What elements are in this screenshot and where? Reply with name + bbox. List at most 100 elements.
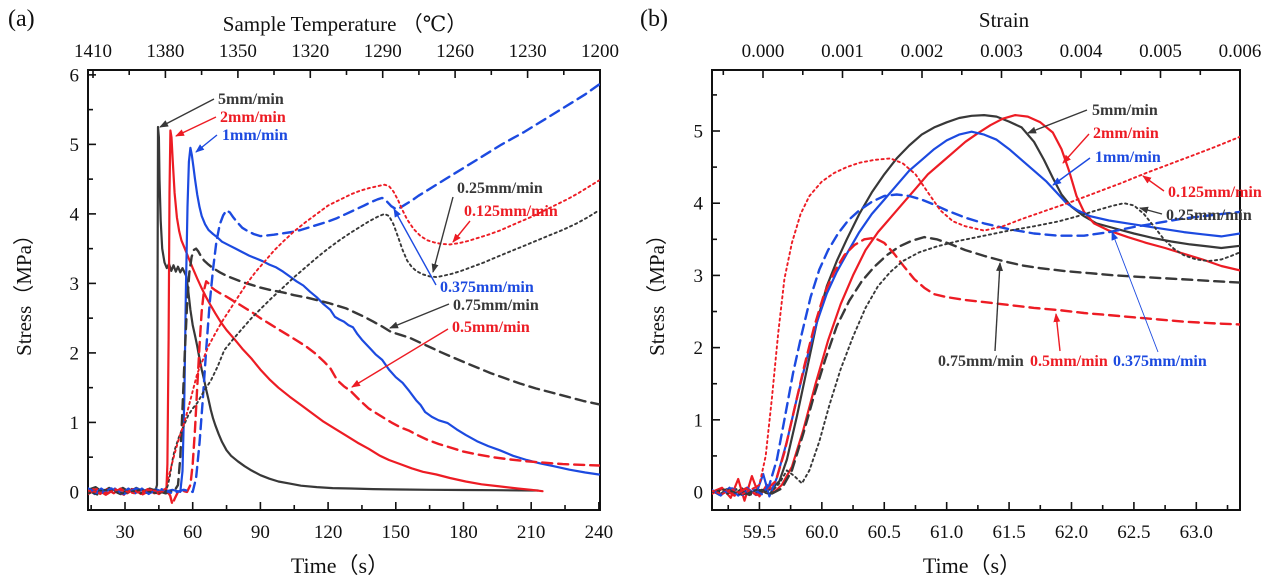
panel-b: (b) Strain Time（s） Stress（MPa） 59.5 60.0 6… bbox=[634, 0, 1268, 579]
series-0-75mm-min bbox=[88, 247, 600, 496]
annotation-arrow bbox=[1052, 157, 1091, 186]
series-0-375mm-min bbox=[712, 193, 1240, 497]
ticks bbox=[88, 70, 601, 510]
y-tick-label: 3 bbox=[694, 266, 704, 287]
x-tick-label: 240 bbox=[585, 522, 614, 543]
annotation-arrow bbox=[1062, 133, 1090, 164]
panel-letter-b: (b) bbox=[640, 6, 668, 32]
top-tick-label: 0.000 bbox=[742, 41, 785, 62]
top-tick-label: 0.003 bbox=[980, 41, 1023, 62]
y-tick-label: 5 bbox=[70, 135, 80, 156]
annotation-label: 0.5mm/min bbox=[1030, 353, 1108, 370]
series-5mm-min bbox=[712, 114, 1240, 496]
x-axis-title-a: Time（s） bbox=[290, 553, 390, 578]
series-0-5mm-min bbox=[712, 236, 1240, 497]
y-tick-label: 6 bbox=[70, 65, 80, 86]
top-tick-label: 0.001 bbox=[821, 41, 864, 62]
top-tick-label: 1260 bbox=[436, 41, 474, 62]
top-tick-label: 0.006 bbox=[1219, 41, 1262, 62]
top-tick-label: 0.005 bbox=[1139, 41, 1182, 62]
y-tick-label: 5 bbox=[694, 122, 704, 143]
y-tick-label: 3 bbox=[70, 274, 80, 295]
annotation-label: 0.125mm/min bbox=[1168, 184, 1262, 201]
top-axis-title-b: Strain bbox=[978, 8, 1030, 32]
tick-labels: 30 60 90 120 150 180 210 240 0 1 2 3 4 5 6 1410 1380 1350… bbox=[70, 41, 620, 543]
annotation-label: 0.75mm/min bbox=[938, 353, 1024, 370]
top-tick-label: 0.004 bbox=[1060, 41, 1103, 62]
x-tick-label: 90 bbox=[251, 522, 270, 543]
x-tick-label: 62.5 bbox=[1117, 522, 1150, 543]
annotation-arrow bbox=[389, 303, 450, 329]
top-tick-label: 1200 bbox=[581, 41, 619, 62]
annotation-arrow bbox=[452, 220, 471, 243]
annotation-arrow bbox=[1139, 206, 1163, 215]
x-tick-label: 59.5 bbox=[743, 522, 776, 543]
panel-letter-a: (a) bbox=[8, 6, 35, 32]
annotation-label: 0.375mm/min bbox=[440, 279, 534, 296]
annotation-arrow bbox=[175, 116, 217, 137]
x-axis-title-b: Time（s） bbox=[922, 553, 1022, 578]
panel-a: (a) Sample Temperature （℃） Time（s） Stres… bbox=[0, 0, 634, 579]
top-axis-title-a: Sample Temperature （℃） bbox=[222, 12, 468, 36]
y-tick-label: 4 bbox=[70, 204, 80, 225]
x-tick-label: 180 bbox=[449, 522, 478, 543]
annotation-arrow bbox=[1027, 109, 1088, 134]
annotation-label: 0.25mm/min bbox=[457, 180, 543, 197]
plot-frame bbox=[711, 69, 1241, 511]
annotation-arrow bbox=[1111, 231, 1159, 353]
top-tick-label: 1290 bbox=[364, 41, 402, 62]
annotation-label: 0.5mm/min bbox=[452, 319, 530, 336]
series-0-5mm-min bbox=[88, 280, 600, 506]
x-tick-label: 61.5 bbox=[992, 522, 1025, 543]
tick-labels: 59.5 60.0 60.5 61.0 61.5 62.0 62.5 63.0 0 1 2 3 4 5 0.… bbox=[694, 41, 1262, 543]
annotation-arrow bbox=[994, 262, 1004, 352]
annotation-arrow bbox=[1053, 313, 1061, 352]
curves bbox=[88, 83, 600, 506]
annotation-label: 1mm/min bbox=[1095, 149, 1161, 166]
top-tick-label: 1230 bbox=[509, 41, 547, 62]
series-0-375mm-min bbox=[88, 83, 600, 496]
x-tick-label: 61.0 bbox=[930, 522, 963, 543]
top-tick-label: 0.002 bbox=[901, 41, 944, 62]
x-tick-label: 30 bbox=[116, 522, 135, 543]
annotation-label: 0.375mm/min bbox=[1113, 353, 1207, 370]
plot-area-b: 59.5 60.0 60.5 61.0 61.5 62.0 62.5 63.0 0 1 2 3 4 5 0.… bbox=[694, 41, 1262, 543]
annotation-label: 5mm/min bbox=[218, 91, 284, 108]
y-tick-label: 1 bbox=[70, 413, 80, 434]
x-tick-label: 63.0 bbox=[1180, 522, 1213, 543]
annotation-arrow bbox=[393, 208, 437, 286]
top-tick-label: 1320 bbox=[291, 41, 329, 62]
series-0-25mm-min bbox=[712, 202, 1240, 496]
plot-frame bbox=[87, 69, 601, 511]
x-tick-label: 60 bbox=[183, 522, 202, 543]
series-0-125mm-min bbox=[88, 179, 600, 495]
annotation-arrow bbox=[1142, 175, 1165, 192]
top-tick-label: 1350 bbox=[219, 41, 257, 62]
plot-area-a: 30 60 90 120 150 180 210 240 0 1 2 3 4 5 6 1410 1380 1350… bbox=[70, 41, 620, 543]
x-tick-label: 150 bbox=[382, 522, 411, 543]
curves bbox=[712, 114, 1240, 502]
top-tick-label: 1380 bbox=[146, 41, 184, 62]
series-1mm-min bbox=[88, 146, 600, 496]
annotation-label: 1mm/min bbox=[222, 127, 288, 144]
y-tick-label: 0 bbox=[694, 483, 704, 504]
annotation-label: 5mm/min bbox=[1092, 102, 1158, 119]
y-tick-label: 4 bbox=[694, 194, 704, 215]
annotation-label: 0.125mm/min bbox=[464, 203, 558, 220]
annotation-arrow bbox=[195, 134, 218, 153]
x-tick-label: 120 bbox=[314, 522, 343, 543]
top-tick-label: 1410 bbox=[74, 41, 112, 62]
annotation-label: 2mm/min bbox=[220, 109, 286, 126]
annotation-label: 0.75mm/min bbox=[453, 297, 539, 314]
y-tick-label: 2 bbox=[694, 338, 704, 359]
x-tick-label: 60.5 bbox=[868, 522, 901, 543]
y-tick-label: 2 bbox=[70, 343, 80, 364]
series-0-25mm-min bbox=[88, 209, 600, 495]
annotation-label: 0.25mm/min bbox=[1166, 207, 1252, 224]
x-tick-label: 210 bbox=[517, 522, 546, 543]
ticks bbox=[712, 70, 1241, 510]
annotation-arrow bbox=[431, 196, 454, 273]
annotation-arrow bbox=[159, 98, 215, 128]
y-tick-label: 0 bbox=[70, 482, 80, 503]
